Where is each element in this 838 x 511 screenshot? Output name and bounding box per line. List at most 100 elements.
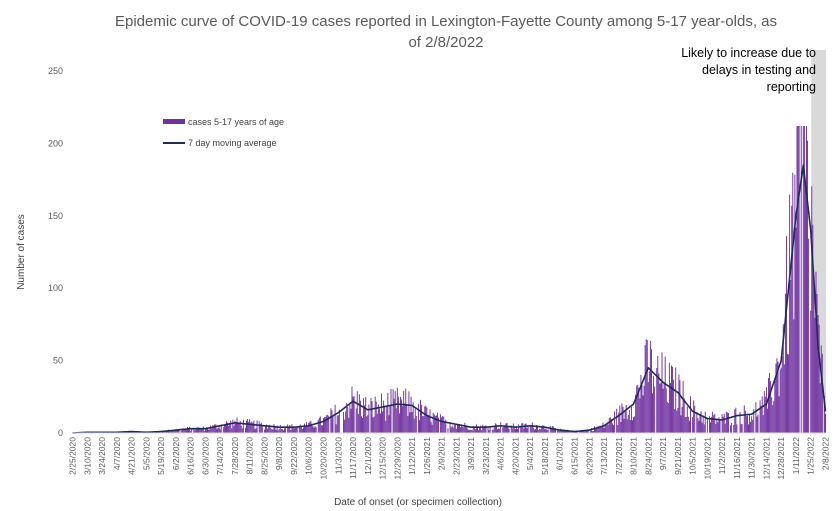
daily-case-bar [624,411,626,433]
daily-case-bar [715,424,717,433]
daily-case-bar [658,373,660,433]
y-tick-label: 250 [48,66,63,76]
daily-case-bar [173,431,175,433]
daily-case-bar [733,424,735,433]
x-tick-label: 10/20/2020 [319,437,329,480]
x-tick-label: 8/11/2020 [245,437,255,474]
daily-case-bar [513,428,515,433]
daily-case-bar [581,430,583,433]
daily-case-bar [188,428,190,433]
daily-case-bar [293,428,295,433]
daily-case-bar [220,424,222,433]
daily-case-bar [482,424,484,433]
daily-case-bar [431,424,433,433]
daily-case-bar [317,419,319,433]
daily-case-bar [514,429,516,433]
daily-case-bar [641,383,643,433]
daily-case-bar [550,428,552,433]
daily-case-bar [602,422,604,433]
daily-case-bar [565,430,567,433]
x-tick-label: 8/10/2021 [629,437,639,475]
daily-case-bar [330,408,332,433]
daily-case-bar [305,426,307,433]
daily-case-bar [718,417,720,433]
daily-case-bar [395,408,397,433]
daily-case-bar [412,402,414,433]
daily-case-bar [335,424,337,433]
daily-case-bar [242,419,244,433]
daily-case-bar [639,398,641,433]
daily-case-bar [232,419,234,433]
daily-case-bar [730,425,732,433]
daily-case-bar [259,424,261,433]
daily-case-bar [323,418,324,433]
daily-case-bar [699,414,701,433]
daily-case-bar [462,426,464,433]
daily-case-bar [326,415,328,433]
daily-case-bar [348,417,350,433]
daily-case-bar [447,428,449,433]
x-tick-label: 11/2/2021 [717,437,727,474]
daily-case-bar [274,426,276,433]
x-tick-label: 11/30/2021 [747,437,757,479]
daily-case-bar [463,427,465,433]
daily-case-bar [811,186,813,433]
daily-case-bar [396,387,398,433]
daily-case-bar [663,382,665,433]
daily-case-bar [555,428,556,433]
daily-case-bar [634,416,636,433]
y-tick-label: 100 [48,283,63,293]
daily-case-bar [538,429,540,433]
daily-case-bar [660,382,662,433]
daily-case-bar [579,431,581,433]
daily-case-bar [676,410,678,433]
daily-case-bar [568,431,570,433]
daily-case-bar [355,408,357,433]
daily-case-bar [178,430,180,433]
daily-case-bar [325,416,327,433]
y-tick-label: 50 [53,356,63,366]
x-tick-label: 9/21/2021 [673,437,683,475]
daily-case-bar [570,431,572,433]
x-tick-label: 2/25/2020 [68,437,78,475]
daily-case-bar [522,423,524,433]
daily-case-bar [255,428,257,433]
daily-case-bar [281,428,283,433]
daily-case-bar [526,428,528,433]
x-tick-label: 4/7/2020 [112,437,122,470]
daily-case-bar [605,425,607,433]
daily-case-bar [823,395,825,433]
daily-case-bar [214,424,216,433]
daily-case-bar [807,140,809,434]
daily-case-bar [260,422,262,433]
daily-case-bar [536,424,538,433]
legend-bar-swatch [163,119,185,124]
daily-case-bar [175,430,177,433]
legend-bar-label: cases 5-17 years of age [188,117,284,127]
daily-case-bar [450,427,452,433]
daily-case-bar [608,417,610,433]
daily-case-bar [239,420,241,433]
daily-case-bar [308,422,310,433]
delay-annotation: Likely to increase due to delays in test… [681,46,816,94]
daily-case-bar [222,427,224,433]
daily-case-bar [235,423,237,433]
daily-case-bar [530,425,532,433]
daily-case-bar [258,421,260,433]
daily-case-bar [352,396,354,433]
daily-case-bar [673,379,675,433]
x-tick-label: 3/9/2021 [466,437,476,470]
daily-case-bar [252,422,254,433]
daily-case-bar [683,398,685,433]
daily-case-bar [472,425,474,433]
daily-case-bar [725,411,727,433]
daily-case-bar [793,319,795,433]
daily-case-bar [248,421,250,433]
daily-case-bar [263,429,265,433]
daily-case-bar [740,423,742,433]
x-tick-label: 12/1/2020 [363,437,373,475]
daily-case-bar [418,420,420,433]
daily-case-bar [813,275,815,433]
x-tick-label: 9/8/2020 [274,437,284,470]
daily-case-bar [816,294,818,433]
